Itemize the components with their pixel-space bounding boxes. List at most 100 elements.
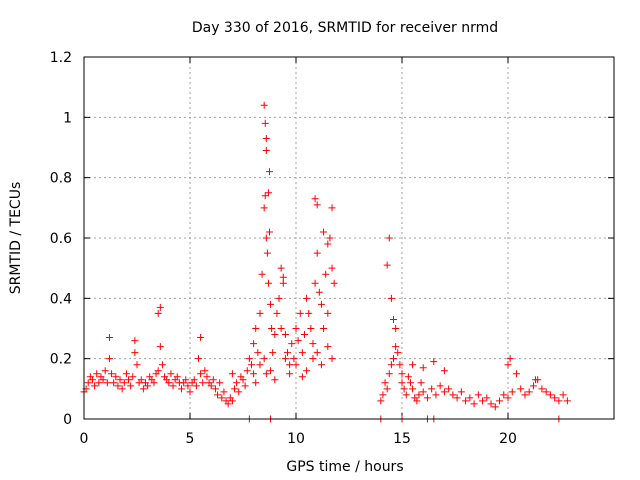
data-point xyxy=(315,288,323,296)
data-point xyxy=(303,294,311,302)
x-tick-label: 15 xyxy=(393,431,411,447)
axis-tick-labels: 0 0.2 0.4 0.6 0.8 1 1.2 0 5 10 15 20 xyxy=(50,50,517,447)
data-point xyxy=(430,358,438,366)
data-point xyxy=(290,355,298,363)
data-point xyxy=(396,361,404,369)
data-point xyxy=(235,388,243,396)
data-point xyxy=(440,367,448,375)
data-point xyxy=(167,370,175,378)
data-point xyxy=(250,370,258,378)
data-point xyxy=(131,337,139,345)
data-point xyxy=(256,361,264,369)
data-point xyxy=(409,385,417,393)
data-point xyxy=(281,331,289,339)
data-point xyxy=(542,388,550,396)
data-point xyxy=(466,394,474,402)
data-point xyxy=(328,355,336,363)
data-point xyxy=(563,397,571,405)
data-point xyxy=(381,379,389,387)
data-point xyxy=(93,370,101,378)
y-tick-label: 0.6 xyxy=(50,231,72,247)
data-point xyxy=(103,379,111,387)
data-point xyxy=(279,279,287,287)
data-point xyxy=(292,325,300,332)
data-point xyxy=(269,349,277,357)
data-point xyxy=(313,249,321,257)
x-tick-label: 20 xyxy=(499,431,517,447)
data-point xyxy=(487,400,495,408)
data-point xyxy=(99,376,107,384)
data-point xyxy=(182,376,190,384)
data-point xyxy=(218,394,226,402)
data-point xyxy=(320,325,328,332)
data-point xyxy=(479,397,487,405)
data-point xyxy=(398,379,406,387)
data-point xyxy=(390,355,398,363)
data-point xyxy=(192,382,200,390)
data-point xyxy=(267,367,275,375)
data-point xyxy=(262,147,270,155)
data-point xyxy=(101,367,109,375)
data-point xyxy=(428,385,436,393)
data-point xyxy=(521,391,529,399)
data-point xyxy=(261,192,269,200)
data-point xyxy=(385,370,393,378)
data-point xyxy=(298,349,306,357)
data-point xyxy=(105,355,113,363)
x-tick-label: 0 xyxy=(80,431,89,447)
data-point xyxy=(300,331,308,339)
data-point xyxy=(281,355,289,363)
data-point xyxy=(462,397,470,405)
data-point xyxy=(262,134,270,142)
data-point xyxy=(423,394,431,402)
data-point xyxy=(105,334,113,342)
data-point xyxy=(392,343,400,351)
data-point xyxy=(292,361,300,369)
data-point xyxy=(262,370,270,378)
data-point xyxy=(277,264,285,272)
data-point xyxy=(474,391,482,399)
data-point xyxy=(144,382,152,390)
data-point xyxy=(220,388,228,396)
data-point xyxy=(402,391,410,399)
data-point xyxy=(252,325,260,332)
data-point xyxy=(125,376,133,384)
data-point xyxy=(127,382,135,390)
data-point xyxy=(114,382,122,390)
data-point xyxy=(116,376,124,384)
data-point xyxy=(268,325,276,332)
data-point xyxy=(258,270,266,278)
data-point xyxy=(91,382,99,390)
data-point xyxy=(398,370,406,378)
data-point xyxy=(260,204,268,212)
data-point xyxy=(311,279,319,287)
data-point xyxy=(173,373,181,381)
data-point xyxy=(309,340,317,348)
data-point xyxy=(288,340,296,348)
data-point xyxy=(241,382,249,390)
data-point xyxy=(264,279,272,287)
data-point xyxy=(112,373,120,381)
data-point xyxy=(508,388,516,396)
data-point xyxy=(224,400,232,408)
data-point xyxy=(328,264,336,272)
data-point xyxy=(110,379,118,387)
data-point xyxy=(284,349,292,357)
data-point xyxy=(169,382,177,390)
data-point xyxy=(154,309,162,317)
data-point xyxy=(317,361,325,369)
data-point xyxy=(394,349,402,357)
data-point xyxy=(546,391,554,399)
data-point xyxy=(436,382,444,390)
data-point xyxy=(483,394,491,402)
data-point xyxy=(506,355,514,363)
x-tick-label: 5 xyxy=(186,431,195,447)
data-point xyxy=(390,315,398,323)
y-tick-label: 0.4 xyxy=(50,291,72,307)
data-point xyxy=(383,385,391,393)
data-point xyxy=(260,101,268,109)
data-point xyxy=(551,394,559,402)
data-point xyxy=(322,270,330,278)
data-point xyxy=(256,309,264,317)
data-point xyxy=(139,385,147,393)
